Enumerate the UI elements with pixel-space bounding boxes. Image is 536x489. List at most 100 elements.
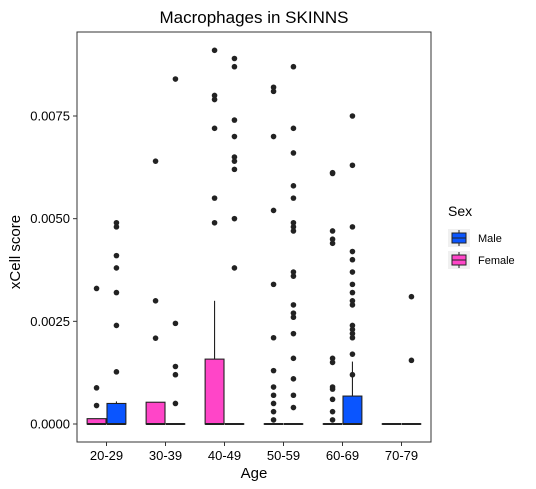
outlier-point	[270, 384, 277, 390]
outlier-point	[231, 63, 238, 70]
outlier-point	[93, 385, 100, 391]
outlier-point	[290, 404, 297, 411]
outlier-point	[270, 408, 277, 415]
outlier-point	[329, 169, 336, 176]
outlier-point	[290, 392, 297, 399]
x-axis-title: Age	[241, 465, 268, 482]
outlier-point	[152, 335, 159, 341]
legend-label: Female	[478, 255, 515, 267]
outlier-point	[211, 195, 218, 201]
outlier-point	[211, 92, 218, 99]
outlier-point	[270, 133, 277, 140]
x-axis: 20-29 30-39 40-49 50-59 60-69 70-79	[90, 442, 418, 463]
outlier-point	[290, 273, 297, 279]
legend-entries: Male Female	[448, 229, 515, 269]
outlier-point	[349, 281, 356, 288]
outlier-point	[329, 359, 336, 366]
outlier-point	[231, 55, 238, 62]
outlier-point	[172, 320, 179, 327]
box-male-60-69	[342, 113, 363, 425]
outlier-point	[349, 269, 356, 275]
outlier-point	[329, 396, 336, 403]
outlier-point	[113, 322, 120, 329]
outlier-point	[270, 281, 277, 288]
legend: Sex Male Female	[448, 203, 515, 269]
outlier-point	[349, 302, 356, 308]
outlier-point	[290, 150, 297, 156]
outlier-point	[270, 367, 277, 374]
x-tick-label: 30-39	[149, 448, 182, 463]
outlier-point	[231, 158, 238, 164]
chart-title: Macrophages in SKINNS	[160, 8, 349, 27]
outlier-point	[290, 183, 297, 189]
legend-entry-female: Female	[448, 251, 515, 269]
outlier-point	[172, 400, 179, 407]
outlier-point	[349, 326, 356, 333]
plot-panel	[76, 31, 432, 443]
outlier-point	[231, 265, 238, 271]
outlier-point	[290, 355, 297, 362]
outlier-point	[152, 298, 159, 304]
box-male-20-29	[106, 219, 127, 425]
outlier-point	[349, 371, 356, 378]
x-tick-label: 60-69	[326, 448, 359, 463]
outlier-point	[93, 285, 100, 292]
outlier-point	[211, 96, 218, 103]
x-tick-label: 70-79	[385, 448, 418, 463]
outlier-point	[290, 195, 297, 201]
outlier-point	[290, 219, 297, 226]
box-body	[204, 358, 225, 425]
outlier-point	[270, 400, 277, 407]
outlier-point	[231, 154, 238, 160]
outlier-point	[349, 113, 356, 119]
outlier-point	[290, 125, 297, 132]
outlier-point	[329, 236, 336, 242]
y-axis-title: xCell score	[7, 215, 24, 289]
outlier-point	[408, 357, 415, 364]
outlier-point	[329, 417, 336, 423]
outlier-point	[290, 314, 297, 321]
outlier-point	[113, 224, 120, 230]
outlier-point	[231, 133, 238, 140]
outlier-point	[329, 408, 336, 415]
outlier-point	[113, 219, 120, 226]
outlier-point	[211, 125, 218, 132]
y-tick-label: 0.0050	[30, 211, 70, 226]
box-male-30-39	[165, 76, 186, 425]
outlier-point	[270, 334, 277, 341]
box-male-40-49	[224, 55, 245, 425]
outlier-point	[349, 351, 356, 357]
outlier-point	[113, 369, 120, 375]
outlier-point	[349, 224, 356, 230]
outlier-point	[290, 269, 297, 275]
plot-marks	[86, 47, 422, 425]
outlier-point	[329, 355, 336, 362]
outlier-point	[172, 371, 179, 378]
outlier-point	[329, 228, 336, 234]
box-body	[145, 401, 166, 425]
box-body	[106, 402, 127, 425]
outlier-point	[211, 47, 218, 54]
outlier-point	[349, 248, 356, 255]
outlier-point	[349, 330, 356, 337]
box-female-30-39	[145, 158, 166, 425]
box-female-20-29	[86, 285, 107, 425]
box-female-50-59	[263, 84, 284, 425]
outlier-point	[152, 158, 159, 164]
outlier-point	[290, 310, 297, 316]
y-tick-label: 0.0075	[30, 109, 70, 124]
box-male-70-79	[401, 293, 422, 425]
outlier-point	[349, 322, 356, 329]
y-tick-label: 0.0025	[30, 314, 70, 329]
box-female-40-49	[204, 47, 225, 425]
outlier-point	[290, 330, 297, 337]
outlier-point	[270, 84, 277, 91]
outlier-point	[93, 402, 100, 409]
box-male-50-59	[283, 63, 304, 425]
outlier-point	[408, 293, 415, 300]
outlier-point	[290, 63, 297, 70]
x-tick-label: 50-59	[267, 448, 300, 463]
legend-label: Male	[478, 233, 502, 245]
outlier-point	[211, 219, 218, 226]
